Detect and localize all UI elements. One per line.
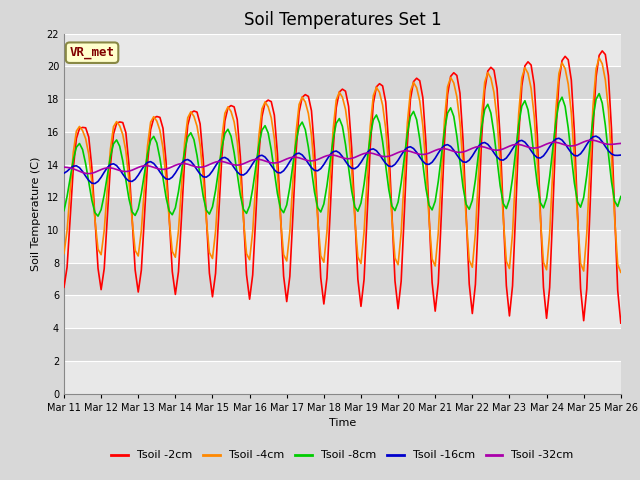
Bar (64, 295, 621, 328)
Tsoil -32cm (147, 164, 154, 169)
Tsoil -8cm (524, 107, 532, 113)
Bar (64, 230, 621, 263)
Text: VR_met: VR_met (70, 46, 115, 59)
X-axis label: Time: Time (329, 418, 356, 428)
Bar (64, 263, 621, 295)
Bar (64, 165, 621, 197)
Legend: Tsoil -2cm, Tsoil -4cm, Tsoil -8cm, Tsoil -16cm, Tsoil -32cm: Tsoil -2cm, Tsoil -4cm, Tsoil -8cm, Tsoi… (107, 446, 578, 465)
Tsoil -2cm (60, 284, 68, 290)
Tsoil -2cm (215, 214, 223, 219)
Tsoil -32cm (85, 171, 93, 177)
Tsoil -8cm (330, 136, 337, 142)
Tsoil -2cm (106, 163, 115, 169)
Bar (64, 197, 621, 230)
Tsoil -32cm (60, 164, 68, 170)
Tsoil -8cm (617, 193, 625, 199)
Tsoil -2cm (326, 212, 334, 218)
Line: Tsoil -16cm: Tsoil -16cm (64, 136, 621, 183)
Tsoil -16cm (218, 155, 226, 161)
Tsoil -32cm (332, 153, 340, 158)
Bar (64, 132, 621, 165)
Bar (64, 66, 621, 99)
Tsoil -32cm (617, 141, 625, 146)
Tsoil -16cm (109, 161, 117, 167)
Tsoil -2cm (143, 160, 151, 166)
Tsoil -2cm (521, 63, 529, 69)
Tsoil -8cm (109, 141, 117, 147)
Tsoil -16cm (147, 159, 154, 165)
Tsoil -4cm (617, 269, 625, 275)
Tsoil -4cm (326, 177, 334, 182)
Tsoil -8cm (60, 208, 68, 214)
Tsoil -32cm (330, 152, 337, 158)
Tsoil -32cm (218, 158, 226, 164)
Tsoil -4cm (215, 181, 223, 187)
Tsoil -8cm (218, 145, 226, 151)
Bar (64, 99, 621, 132)
Tsoil -16cm (617, 152, 625, 158)
Line: Tsoil -32cm: Tsoil -32cm (64, 140, 621, 174)
Tsoil -16cm (91, 180, 99, 186)
Tsoil -4cm (143, 143, 151, 149)
Title: Soil Temperatures Set 1: Soil Temperatures Set 1 (244, 11, 441, 29)
Tsoil -16cm (332, 148, 340, 154)
Tsoil -32cm (586, 137, 594, 143)
Tsoil -16cm (524, 143, 532, 149)
Tsoil -4cm (521, 65, 529, 71)
Tsoil -16cm (330, 149, 337, 155)
Tsoil -16cm (60, 170, 68, 176)
Tsoil -16cm (592, 133, 600, 139)
Tsoil -2cm (617, 320, 625, 326)
Tsoil -8cm (595, 91, 603, 96)
Tsoil -2cm (330, 147, 337, 153)
Bar (64, 328, 621, 361)
Tsoil -8cm (94, 213, 102, 219)
Tsoil -8cm (332, 120, 340, 126)
Tsoil -8cm (147, 138, 154, 144)
Y-axis label: Soil Temperature (C): Soil Temperature (C) (31, 156, 41, 271)
Tsoil -4cm (60, 251, 68, 256)
Line: Tsoil -8cm: Tsoil -8cm (64, 94, 621, 216)
Line: Tsoil -2cm: Tsoil -2cm (64, 51, 621, 323)
Tsoil -2cm (598, 48, 606, 54)
Tsoil -32cm (524, 144, 532, 150)
Bar (64, 361, 621, 394)
Line: Tsoil -4cm: Tsoil -4cm (64, 58, 621, 272)
Tsoil -4cm (595, 55, 603, 61)
Tsoil -32cm (109, 166, 117, 171)
Tsoil -4cm (330, 127, 337, 132)
Tsoil -4cm (106, 146, 115, 152)
Bar (64, 34, 621, 66)
